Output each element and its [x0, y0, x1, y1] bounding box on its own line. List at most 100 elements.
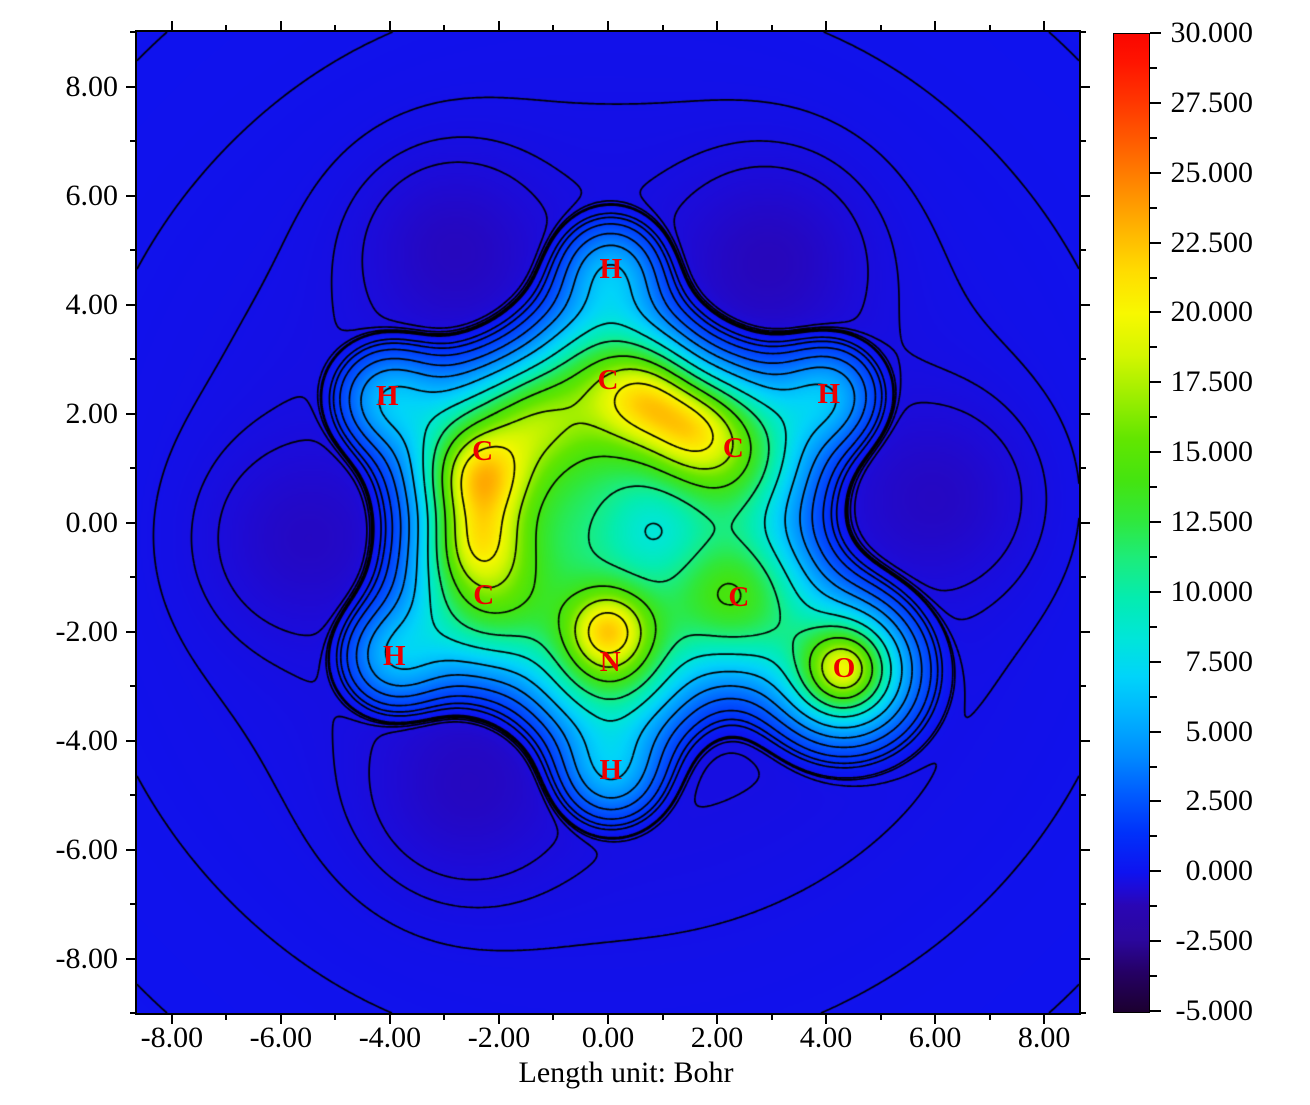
y-tick-label: 8.00	[65, 69, 119, 103]
axis-tick	[170, 1013, 173, 1024]
atom-label-n: N	[599, 646, 621, 679]
axis-tick	[126, 303, 137, 306]
colorbar-tick	[1150, 940, 1161, 943]
axis-tick	[607, 1013, 609, 1024]
colorbar-minor-tick	[1150, 486, 1157, 489]
axis-tick	[552, 25, 555, 32]
y-tick-label: -2.00	[55, 614, 119, 648]
atom-label-c: C	[473, 579, 495, 612]
axis-tick	[130, 31, 137, 33]
axis-tick	[607, 21, 609, 32]
axis-tick	[126, 412, 137, 415]
axis-tick	[130, 903, 137, 905]
axis-tick	[1079, 1012, 1086, 1014]
axis-tick	[988, 25, 991, 32]
colorbar-tick-label: -2.500	[1175, 924, 1254, 958]
axis-tick	[1079, 630, 1090, 633]
x-axis-title: Length unit: Bohr	[518, 1056, 734, 1089]
y-tick-label: -6.00	[55, 832, 119, 866]
colorbar-tick	[1150, 1010, 1161, 1012]
colorbar-tick	[1150, 101, 1161, 104]
colorbar-tick-label: 7.500	[1185, 644, 1254, 678]
axis-tick	[825, 1013, 828, 1024]
axis-tick	[770, 1013, 773, 1020]
axis-tick	[879, 1013, 882, 1020]
colorbar-tick-label: 20.000	[1170, 295, 1254, 329]
colorbar-minor-tick	[1150, 136, 1157, 139]
colorbar-minor-tick	[1150, 206, 1157, 209]
colorbar-tick-label: 30.000	[1170, 16, 1254, 49]
axis-tick	[825, 21, 828, 32]
atom-label-c: C	[722, 432, 744, 465]
axis-tick	[1043, 21, 1046, 32]
colorbar-tick	[1150, 171, 1161, 174]
y-tick-label: 6.00	[65, 178, 119, 212]
colorbar-minor-tick	[1150, 66, 1157, 69]
axis-tick	[443, 25, 446, 32]
colorbar-tick	[1150, 32, 1161, 34]
x-tick-label: 8.00	[1017, 1021, 1071, 1054]
y-tick-label: 0.00	[65, 505, 119, 539]
axis-tick	[1079, 521, 1090, 524]
colorbar	[1113, 33, 1150, 1013]
x-tick-label: -2.00	[467, 1021, 531, 1054]
axis-tick	[388, 21, 391, 32]
axis-tick	[1079, 31, 1086, 33]
colorbar-minor-tick	[1150, 975, 1157, 978]
axis-tick	[1079, 848, 1090, 851]
y-tick-label: -8.00	[55, 941, 119, 975]
colorbar-minor-tick	[1150, 346, 1157, 349]
x-tick-label: 2.00	[690, 1021, 744, 1054]
axis-tick	[130, 1012, 137, 1014]
axis-tick	[661, 25, 664, 32]
axis-tick	[1079, 467, 1086, 469]
y-tick-label: 2.00	[65, 396, 119, 430]
axis-tick	[126, 739, 137, 742]
colorbar-tick	[1150, 381, 1161, 384]
axis-tick	[879, 25, 882, 32]
colorbar-minor-tick	[1150, 835, 1157, 838]
atom-label-h: H	[599, 252, 622, 285]
colorbar-tick	[1150, 451, 1161, 454]
axis-tick	[130, 249, 137, 251]
atom-label-o: O	[832, 651, 856, 684]
atom-label-h: H	[375, 380, 399, 413]
axis-tick	[552, 1013, 555, 1020]
axis-tick	[126, 194, 137, 197]
atom-label-c: C	[597, 364, 619, 397]
x-tick-label: 6.00	[908, 1021, 962, 1054]
axis-tick	[279, 21, 282, 32]
axis-tick	[1079, 576, 1086, 578]
axis-tick	[1043, 1013, 1046, 1024]
axis-tick	[225, 25, 228, 32]
axis-tick	[126, 848, 137, 851]
colorbar-tick	[1150, 800, 1161, 803]
colorbar-tick	[1150, 311, 1161, 314]
colorbar-tick-label: 27.500	[1170, 85, 1254, 119]
axis-tick	[497, 21, 500, 32]
colorbar-minor-tick	[1150, 625, 1157, 628]
axis-tick	[661, 1013, 664, 1020]
y-tick-label: -4.00	[55, 723, 119, 757]
axis-tick	[225, 1013, 228, 1020]
colorbar-tick-label: -5.000	[1175, 994, 1254, 1027]
atom-label-h: H	[383, 639, 406, 672]
axis-tick	[1079, 358, 1086, 360]
axis-tick	[1079, 194, 1090, 197]
axis-tick	[170, 21, 173, 32]
colorbar-tick	[1150, 241, 1161, 244]
colorbar-minor-tick	[1150, 765, 1157, 768]
axis-tick	[1079, 739, 1090, 742]
axis-tick	[388, 1013, 391, 1024]
axis-tick	[934, 1013, 937, 1024]
axis-tick	[1079, 685, 1086, 687]
x-tick-label: -6.00	[249, 1021, 313, 1054]
colorbar-tick-label: 22.500	[1170, 225, 1254, 259]
axis-tick	[443, 1013, 446, 1020]
contour-map-canvas	[137, 32, 1079, 1013]
axis-tick	[130, 467, 137, 469]
axis-tick	[988, 1013, 991, 1020]
colorbar-tick	[1150, 870, 1161, 873]
colorbar-tick-label: 15.000	[1170, 435, 1254, 469]
